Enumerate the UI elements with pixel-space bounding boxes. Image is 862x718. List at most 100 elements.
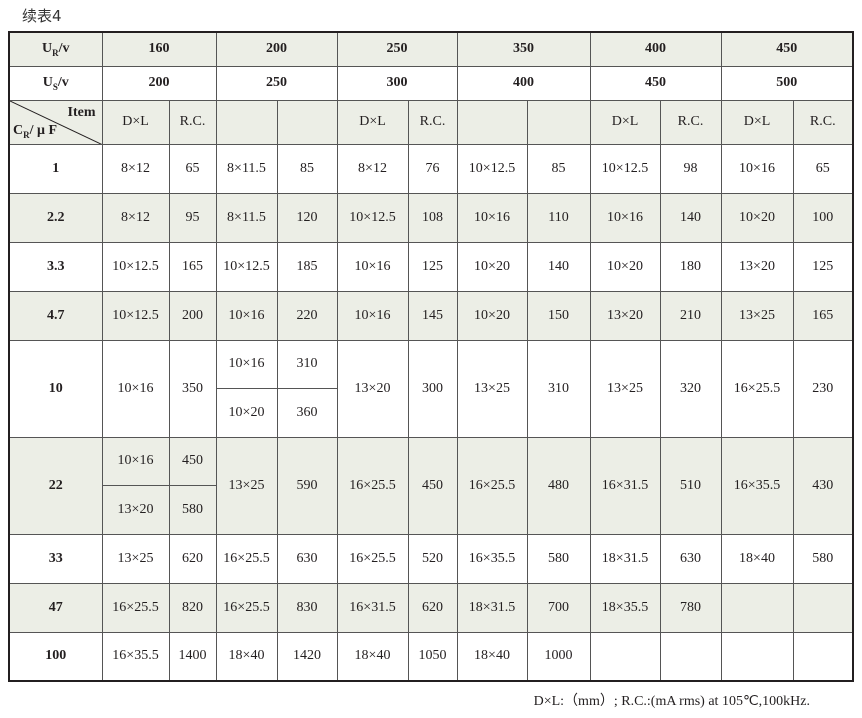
rc-cell: 76 [407,143,458,194]
rc-cell: 230 [792,339,854,438]
dxl-cell: 16×25.5 [101,582,170,633]
dxl-cell: 10×20 [215,388,278,438]
dxl-cell: 16×25.5 [215,533,278,584]
surge-voltage: 200 [101,65,217,101]
rc-cell: 300 [407,339,458,438]
rc-cell: 450 [407,436,458,535]
table-row: UR/v 160 200 250 350 400 450 [8,31,854,67]
rc-cell: 1000 [526,631,591,682]
rc-cell: 590 [276,436,338,535]
dxl-cell: 18×40 [456,631,528,682]
dxl-cell: 8×12 [101,192,170,243]
dxl-cell [589,631,661,682]
rc-cell: 580 [168,485,217,535]
dxl-cell: 10×16 [336,241,409,292]
rc-cell: 200 [168,290,217,341]
dxl-cell: 16×25.5 [720,339,794,438]
capacitance-cell: 22 [8,436,103,535]
rc-cell: 1050 [407,631,458,682]
dxl-cell: 13×25 [456,339,528,438]
rc-cell: 580 [792,533,854,584]
table-caption: 续表4 [22,7,62,25]
us-label: US/v [8,65,103,101]
footnote: D×L:（mm）; R.C.:(mA rms) at 105℃,100kHz. [533,694,810,709]
rc-cell: 180 [659,241,722,292]
surge-voltage: 450 [589,65,722,101]
rc-cell: 65 [792,143,854,194]
rc-cell: 100 [792,192,854,243]
dxl-cell: 10×12.5 [101,290,170,341]
surge-voltage: 300 [336,65,458,101]
dxl-cell: 16×25.5 [336,436,409,535]
rc-header: R.C. [407,99,458,145]
table-row: 22 10×16 450 13×25 590 16×25.5 450 16×25.5 480 16… [8,436,854,535]
dxl-cell: 10×16 [336,290,409,341]
surge-voltage: 400 [456,65,591,101]
dxl-cell: 13×20 [589,290,661,341]
capacitance-cell: 3.3 [8,241,103,292]
dxl-cell: 10×12.5 [589,143,661,194]
table-row: 100 16×35.5 1400 18×40 1420 18×40 1050 18×40 100… [8,631,854,682]
dxl-cell: 16×31.5 [589,436,661,535]
rc-cell: 125 [407,241,458,292]
rc-cell: 700 [526,582,591,633]
rc-cell: 830 [276,582,338,633]
dxl-cell: 18×31.5 [589,533,661,584]
rc-header [276,99,338,145]
dxl-cell: 10×20 [589,241,661,292]
table-row: Item CR/ μ F D×L R.C. D×L R.C. D×L R.C. D×L R.C. [8,99,854,145]
rc-cell: 310 [526,339,591,438]
rated-voltage: 350 [456,31,591,67]
dxl-cell [720,631,794,682]
rc-cell: 145 [407,290,458,341]
dxl-cell: 13×25 [589,339,661,438]
dxl-cell: 10×12.5 [101,241,170,292]
rc-cell: 510 [659,436,722,535]
rc-cell: 95 [168,192,217,243]
ur-symbol: U [41,40,53,56]
dxl-cell: 18×40 [336,631,409,682]
dxl-cell: 13×20 [336,339,409,438]
dxl-cell: 13×20 [101,485,170,535]
dxl-header: D×L [101,99,170,145]
rc-cell: 820 [168,582,217,633]
rc-cell: 165 [168,241,217,292]
table-row: 1 8×12 65 8×11.5 85 8×12 76 10×12.5 85 10×12.5 98 1… [8,143,854,194]
diagonal-header-cell: Item CR/ μ F [8,99,103,145]
dxl-cell: 16×25.5 [215,582,278,633]
ur-subscript: R [52,47,59,58]
table-row: 4.7 10×12.5 200 10×16 220 10×16 145 10×20 150 13×… [8,290,854,341]
rated-voltage: 200 [215,31,338,67]
item-label: Item [67,104,96,120]
capacitance-cell: 47 [8,582,103,633]
rated-voltage: 160 [101,31,217,67]
rc-cell: 98 [659,143,722,194]
rc-cell: 1420 [276,631,338,682]
rc-cell [659,631,722,682]
rc-cell: 108 [407,192,458,243]
rc-cell: 185 [276,241,338,292]
dxl-cell: 16×25.5 [456,436,528,535]
dxl-cell: 10×16 [215,290,278,341]
table-row: 10×20 360 [9,388,853,438]
dxl-cell: 10×20 [720,192,794,243]
rc-cell: 430 [792,436,854,535]
diagonal-line [10,101,101,143]
dxl-cell: 8×12 [101,143,170,194]
dxl-cell: 13×25 [720,290,794,341]
us-unit: /v [57,74,69,90]
table-row: 47 16×25.5 820 16×25.5 830 16×31.5 620 18×31.5 7… [8,582,854,633]
dxl-cell: 8×11.5 [215,143,278,194]
dxl-cell: 10×12.5 [215,241,278,292]
dxl-header [215,99,278,145]
capacitance-cell: 33 [8,533,103,584]
rc-cell: 140 [526,241,591,292]
rc-cell: 310 [276,339,338,389]
dxl-cell: 10×16 [720,143,794,194]
rc-cell: 320 [659,339,722,438]
us-symbol: U [42,74,53,90]
rc-header: R.C. [659,99,722,145]
dxl-cell: 18×31.5 [456,582,528,633]
dxl-cell: 8×11.5 [215,192,278,243]
dxl-cell: 16×35.5 [101,631,170,682]
